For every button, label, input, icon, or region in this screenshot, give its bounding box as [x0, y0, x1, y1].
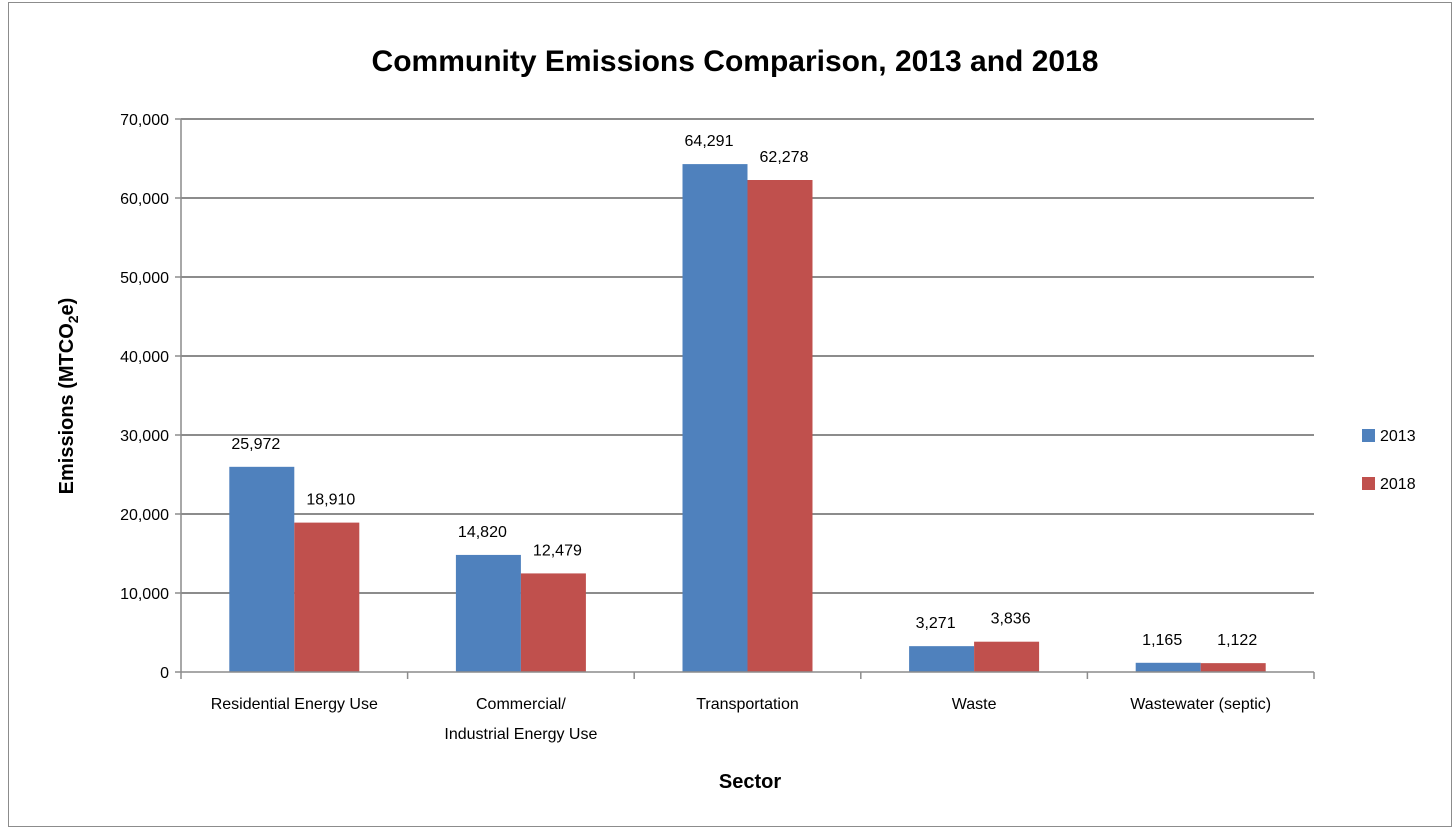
y-tick-label: 0: [160, 665, 169, 682]
y-tick-label: 60,000: [120, 191, 169, 208]
y-tick-label: 10,000: [120, 586, 169, 603]
x-category-label: Residential Energy Use: [211, 696, 378, 713]
bar-2018: [520, 573, 586, 672]
legend-label-2018: 2018: [1380, 476, 1416, 493]
x-category-label: Wastewater (septic): [1130, 696, 1271, 713]
y-axis-title-subscript: 2: [65, 315, 81, 323]
bar-2013: [682, 164, 748, 672]
y-tick-labels: 0 10,000 20,000 30,000 40,000 50,000 60,000 70,…: [120, 112, 169, 682]
legend-label-2013: 2013: [1380, 428, 1416, 445]
y-tick-label: 20,000: [120, 507, 169, 524]
y-axis-title-main: Emissions (MTCO: [56, 323, 78, 494]
data-label-2013: 25,972: [231, 436, 280, 453]
data-label-2013: 1,165: [1142, 632, 1182, 649]
y-tick-label: 40,000: [120, 349, 169, 366]
bar-chart: Community Emissions Comparison, 2013 and…: [56, 45, 1416, 793]
x-category-label: Waste: [952, 696, 997, 713]
x-category-labels: Residential Energy Use Commercial/Industr…: [211, 696, 1271, 743]
data-label-2013: 3,271: [916, 615, 956, 632]
y-tick-label: 30,000: [120, 428, 169, 445]
chart-title: Community Emissions Comparison, 2013 and…: [372, 45, 1099, 78]
legend-swatch-2018: [1362, 477, 1375, 490]
y-axis-title: Emissions (MTCO2e): [56, 298, 81, 495]
bar-2013: [1135, 662, 1201, 672]
bars: [229, 164, 1266, 673]
data-label-2018: 1,122: [1217, 632, 1257, 649]
bar-2018: [747, 180, 813, 673]
data-label-2018: 12,479: [533, 542, 582, 559]
y-tick-label: 50,000: [120, 270, 169, 287]
y-axis-title-end: e): [56, 298, 78, 316]
bar-2013: [455, 554, 521, 672]
data-label-2018: 3,836: [991, 611, 1031, 628]
bar-2018: [974, 641, 1040, 672]
data-label-2018: 62,278: [760, 149, 809, 166]
bar-2013: [229, 466, 295, 672]
x-category-label: Industrial Energy Use: [444, 726, 597, 743]
bar-2013: [909, 646, 975, 672]
x-category-label: Transportation: [696, 696, 799, 713]
y-tick-label: 70,000: [120, 112, 169, 129]
data-label-2013: 14,820: [458, 524, 507, 541]
bar-2018: [294, 522, 360, 672]
data-labels: 25,972 18,910 14,820 12,479 64,291 62,278 3,27…: [231, 133, 1257, 649]
bar-2018: [1200, 663, 1266, 672]
x-axis-title: Sector: [719, 771, 781, 793]
chart-frame: Community Emissions Comparison, 2013 and…: [8, 2, 1452, 827]
x-category-label: Commercial/: [476, 696, 566, 713]
legend-swatch-2013: [1362, 429, 1375, 442]
axes: [180, 119, 1315, 679]
legend: 2013 2018: [1362, 428, 1416, 493]
data-label-2018: 18,910: [306, 492, 355, 509]
data-label-2013: 64,291: [685, 133, 734, 150]
